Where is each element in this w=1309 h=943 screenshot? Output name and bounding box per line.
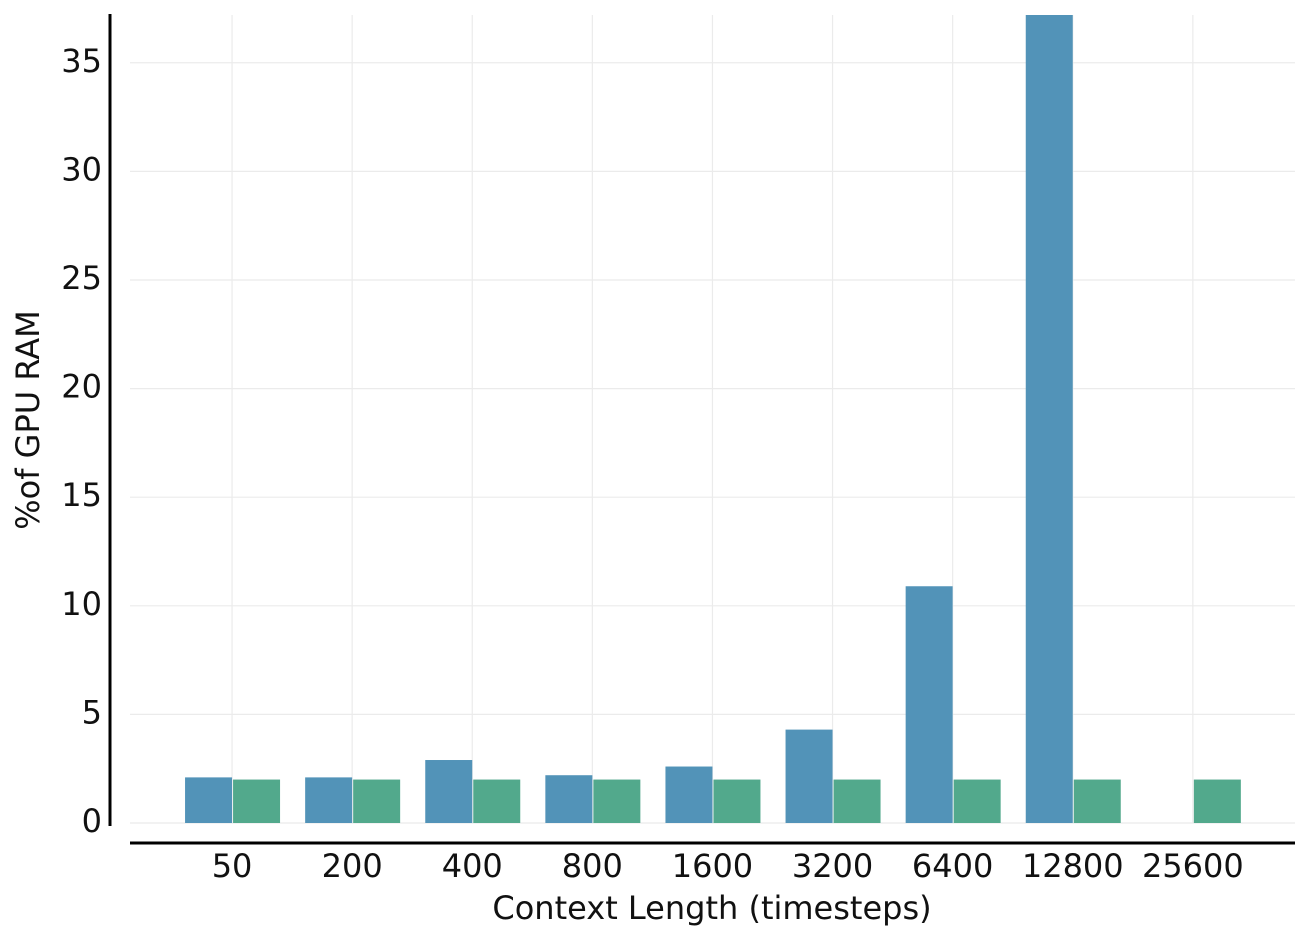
bar — [1193, 779, 1241, 823]
x-tick-label: 400 — [442, 847, 503, 885]
bar — [1073, 779, 1121, 823]
bar — [425, 760, 473, 823]
bar — [305, 777, 353, 823]
y-tick-label: 15 — [61, 476, 102, 514]
x-tick-label: 800 — [562, 847, 623, 885]
bar — [953, 779, 1001, 823]
x-tick-label: 25600 — [1142, 847, 1244, 885]
x-tick-label: 3200 — [792, 847, 873, 885]
bar — [665, 766, 713, 823]
bar — [233, 779, 281, 823]
y-tick-label: 30 — [61, 150, 102, 188]
x-tick-label: 6400 — [912, 847, 993, 885]
bar — [785, 729, 833, 823]
bar — [713, 779, 761, 823]
x-tick-label: 12800 — [1022, 847, 1124, 885]
y-tick-label: 20 — [61, 368, 102, 406]
x-axis-label: Context Length (timesteps) — [492, 889, 931, 927]
y-tick-label: 5 — [82, 693, 102, 731]
y-tick-label: 0 — [82, 802, 102, 840]
bar — [833, 779, 881, 823]
bar — [473, 779, 521, 823]
bar — [353, 779, 401, 823]
bar — [545, 775, 593, 823]
y-tick-label: 25 — [61, 259, 102, 297]
x-tick-label: 1600 — [672, 847, 753, 885]
y-tick-label: 35 — [61, 42, 102, 80]
x-tick-label: 50 — [212, 847, 253, 885]
x-tick-label: 200 — [322, 847, 383, 885]
y-tick-label: 10 — [61, 585, 102, 623]
bar — [905, 586, 953, 823]
bar — [185, 777, 233, 823]
y-axis-label: %of GPU RAM — [9, 310, 47, 530]
bar — [593, 779, 641, 823]
bar — [1025, 15, 1073, 823]
